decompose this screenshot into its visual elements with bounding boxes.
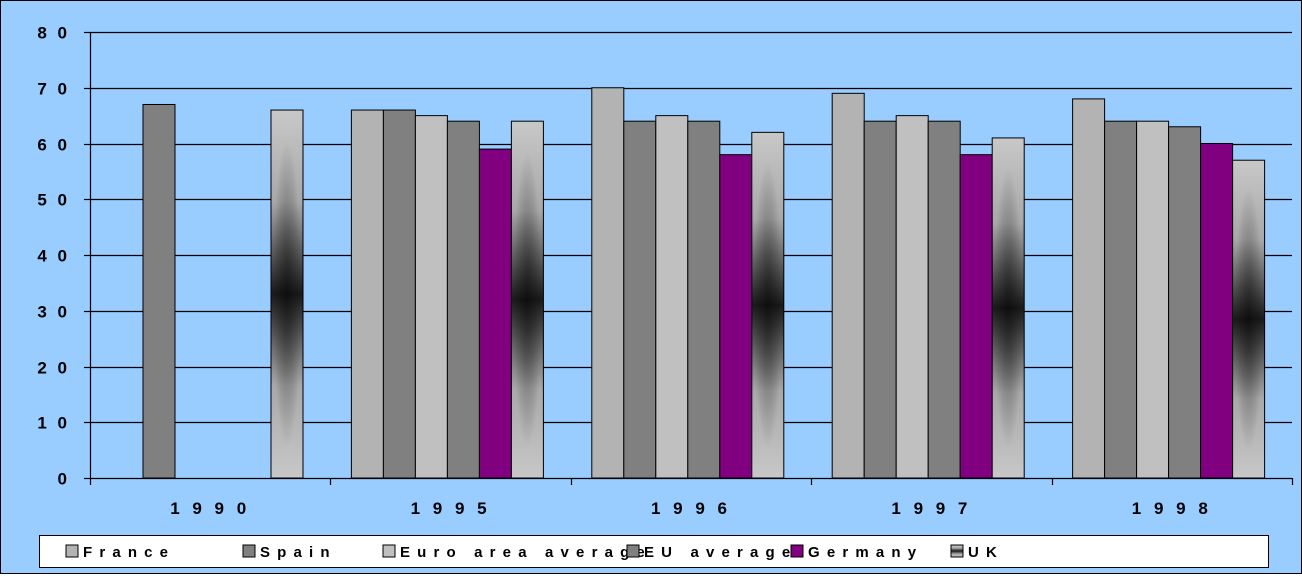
y-tick-label: 6 0	[37, 136, 70, 155]
x-tick-label-1995: 1 9 9 5	[411, 499, 491, 518]
x-tick-label-1990: 1 9 9 0	[170, 499, 250, 518]
bar-germany-1995	[478, 148, 512, 479]
bar-euro-area-average-1998	[1136, 120, 1170, 479]
y-tick-label: 8 0	[37, 24, 70, 43]
bar-spain-1990	[142, 103, 176, 479]
y-tick-label: 4 0	[37, 247, 70, 266]
x-tick-label-1997: 1 9 9 7	[891, 499, 971, 518]
bar-france-1997	[831, 92, 865, 479]
bar-eu-average-1996	[687, 120, 721, 479]
legend-label-spain: S p a i n	[260, 544, 331, 561]
bar-spain-1997	[863, 120, 897, 479]
bar-spain-1995	[382, 109, 416, 479]
legend-label-uk: U K	[968, 544, 998, 561]
legend-swatch-eu-average	[626, 544, 640, 558]
y-tick-label: 1 0	[37, 414, 70, 433]
bar-eu-average-1997	[927, 120, 961, 479]
legend: F r a n c e S p a i n E u r o a r e a a v …	[39, 535, 1269, 568]
bar-france-1996	[591, 87, 625, 479]
legend-swatch-france	[65, 544, 79, 558]
y-tick-label: 2 0	[37, 359, 70, 378]
bar-eu-average-1995	[446, 120, 480, 479]
bar-germany-1996	[719, 154, 753, 479]
y-tick-label: 3 0	[37, 303, 70, 322]
legend-swatch-germany	[790, 544, 804, 558]
bar-shade-uk-1995	[512, 150, 542, 449]
bar-shade-uk-1997	[993, 166, 1023, 450]
bar-spain-1996	[623, 120, 657, 479]
bar-france-1998	[1072, 98, 1106, 479]
x-tick-label-1996: 1 9 9 6	[651, 499, 731, 518]
y-tick-label: 0	[58, 470, 70, 489]
y-tick-label: 5 0	[37, 191, 70, 210]
legend-label-germany: G e r m a n y	[808, 544, 918, 561]
bar-france-1995	[350, 109, 384, 479]
x-tick-label-1998: 1 9 9 8	[1132, 499, 1212, 518]
bar-shade-uk-1990	[272, 140, 302, 448]
legend-swatch-uk	[950, 544, 964, 558]
bar-euro-area-average-1996	[655, 115, 689, 479]
bar-eu-average-1998	[1168, 126, 1202, 479]
bar-germany-1997	[959, 154, 993, 479]
bar-germany-1998	[1200, 143, 1234, 479]
bar-euro-area-average-1995	[414, 115, 448, 479]
y-tick-label: 7 0	[37, 80, 70, 99]
legend-swatch-euro-area-average	[382, 544, 396, 558]
legend-label-eu-average: E U a v e r a g e	[644, 544, 792, 561]
legend-swatch-spain	[242, 544, 256, 558]
legend-label-france: F r a n c e	[83, 544, 170, 561]
bar-shade-uk-1998	[1234, 186, 1264, 452]
axes: 0 1 0 2 0 3 0 4 0 5 0 6 0 7 0 8 0 1 9 9 0 1 9 9 5 1…	[37, 24, 1294, 518]
legend-label-euro-area-average: E u r o a r e a a v e r a g e	[400, 544, 646, 561]
bar-euro-area-average-1997	[895, 115, 929, 479]
bars	[142, 87, 1266, 479]
bar-spain-1998	[1104, 120, 1138, 479]
bar-shade-uk-1996	[753, 161, 783, 450]
